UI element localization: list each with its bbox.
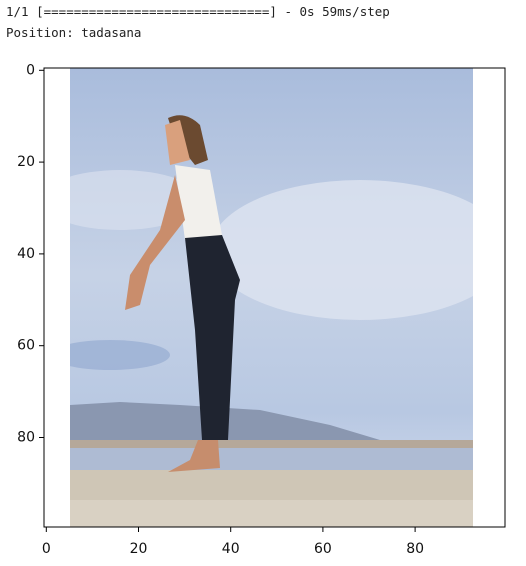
- x-tick-label: 0: [42, 541, 51, 557]
- axes-frame: [43, 67, 506, 528]
- y-tick-label: 40: [17, 246, 35, 262]
- y-tick-label: 60: [17, 338, 35, 354]
- console-line: 1/1 [==============================] - 0…: [6, 4, 390, 19]
- image: [70, 68, 473, 527]
- x-tick-label: 20: [130, 541, 148, 557]
- y-tick-label: 80: [17, 429, 35, 445]
- y-tick-label: 20: [17, 154, 35, 170]
- x-tick-label: 40: [222, 541, 240, 557]
- x-tick-label: 80: [406, 541, 424, 557]
- x-tick-label: 60: [314, 541, 332, 557]
- y-tick-label: 0: [26, 62, 35, 78]
- console-line: Position: tadasana: [6, 25, 141, 40]
